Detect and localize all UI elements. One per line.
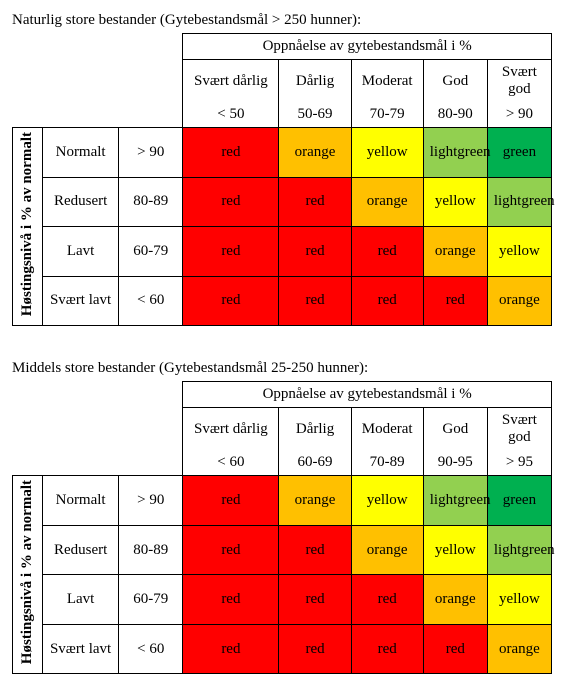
row-range: > 90 xyxy=(119,128,183,178)
matrix-cell: lightgreen xyxy=(487,525,551,575)
matrix-cell: yellow xyxy=(487,575,551,625)
panel-caption: Naturlig store bestander (Gytebestandsmå… xyxy=(12,12,557,29)
matrix-cell: orange xyxy=(487,276,551,326)
matrix-cell: red xyxy=(423,624,487,674)
matrix-cell: red xyxy=(183,227,279,277)
top-header: Oppnåelse av gytebestandsmål i % xyxy=(183,34,552,60)
row-range: 60-79 xyxy=(119,227,183,277)
matrix-cell: orange xyxy=(423,575,487,625)
matrix-cell: green xyxy=(487,476,551,526)
y-axis-label-text: Høstingsnivå i % av normalt xyxy=(19,480,36,664)
matrix-cell: red xyxy=(279,525,351,575)
matrix-cell: yellow xyxy=(351,476,423,526)
col-range: 90-95 xyxy=(423,450,487,476)
matrix-cell: red xyxy=(183,476,279,526)
row-range: < 60 xyxy=(119,624,183,674)
col-label: God xyxy=(423,408,487,451)
row-label: Redusert xyxy=(43,525,119,575)
col-label: Svært god xyxy=(487,408,551,451)
matrix-cell: yellow xyxy=(423,177,487,227)
y-axis-label: Høstingsnivå i % av normalt xyxy=(13,128,43,326)
matrix-cell: red xyxy=(279,575,351,625)
matrix-cell: red xyxy=(351,575,423,625)
matrix-cell: red xyxy=(183,276,279,326)
col-range: 70-79 xyxy=(351,102,423,128)
matrix-cell: red xyxy=(279,227,351,277)
matrix-cell: red xyxy=(351,227,423,277)
col-label: Svært dårlig xyxy=(183,60,279,103)
matrix-cell: orange xyxy=(279,476,351,526)
matrix-cell: green xyxy=(487,128,551,178)
matrix-cell: red xyxy=(183,177,279,227)
matrix-cell: yellow xyxy=(351,128,423,178)
classification-matrix: Oppnåelse av gytebestandsmål i %Svært då… xyxy=(12,381,552,674)
col-range: 70-89 xyxy=(351,450,423,476)
matrix-cell: red xyxy=(279,624,351,674)
col-range: 60-69 xyxy=(279,450,351,476)
classification-matrix: Oppnåelse av gytebestandsmål i %Svært då… xyxy=(12,33,552,326)
matrix-cell: orange xyxy=(351,525,423,575)
y-axis-label: Høstingsnivå i % av normalt xyxy=(13,476,43,674)
row-label: Normalt xyxy=(43,128,119,178)
col-range: 50-69 xyxy=(279,102,351,128)
row-range: 80-89 xyxy=(119,525,183,575)
matrix-cell: orange xyxy=(279,128,351,178)
matrix-cell: red xyxy=(351,276,423,326)
panel-caption: Middels store bestander (Gytebestandsmål… xyxy=(12,360,557,377)
matrix-cell: red xyxy=(351,624,423,674)
col-range: < 50 xyxy=(183,102,279,128)
y-axis-label-text: Høstingsnivå i % av normalt xyxy=(19,132,36,316)
row-label: Lavt xyxy=(43,227,119,277)
row-range: < 60 xyxy=(119,276,183,326)
matrix-cell: orange xyxy=(351,177,423,227)
matrix-cell: yellow xyxy=(487,227,551,277)
col-label: Moderat xyxy=(351,60,423,103)
matrix-cell: red xyxy=(279,177,351,227)
col-label: Svært dårlig xyxy=(183,408,279,451)
row-label: Normalt xyxy=(43,476,119,526)
matrix-cell: orange xyxy=(487,624,551,674)
col-range: < 60 xyxy=(183,450,279,476)
matrix-cell: red xyxy=(423,276,487,326)
matrix-cell: red xyxy=(279,276,351,326)
matrix-cell: lightgreen xyxy=(423,476,487,526)
matrix-cell: yellow xyxy=(423,525,487,575)
col-range: > 95 xyxy=(487,450,551,476)
top-header: Oppnåelse av gytebestandsmål i % xyxy=(183,382,552,408)
col-range: > 90 xyxy=(487,102,551,128)
matrix-cell: red xyxy=(183,575,279,625)
row-range: > 90 xyxy=(119,476,183,526)
col-label: Moderat xyxy=(351,408,423,451)
col-label: Dårlig xyxy=(279,408,351,451)
matrix-cell: lightgreen xyxy=(423,128,487,178)
col-label: God xyxy=(423,60,487,103)
matrix-cell: orange xyxy=(423,227,487,277)
row-label: Svært lavt xyxy=(43,276,119,326)
matrix-cell: red xyxy=(183,128,279,178)
row-label: Redusert xyxy=(43,177,119,227)
matrix-cell: lightgreen xyxy=(487,177,551,227)
col-label: Dårlig xyxy=(279,60,351,103)
row-range: 80-89 xyxy=(119,177,183,227)
matrix-cell: red xyxy=(183,525,279,575)
matrix-cell: red xyxy=(183,624,279,674)
col-label: Svært god xyxy=(487,60,551,103)
row-label: Lavt xyxy=(43,575,119,625)
col-range: 80-90 xyxy=(423,102,487,128)
row-range: 60-79 xyxy=(119,575,183,625)
row-label: Svært lavt xyxy=(43,624,119,674)
